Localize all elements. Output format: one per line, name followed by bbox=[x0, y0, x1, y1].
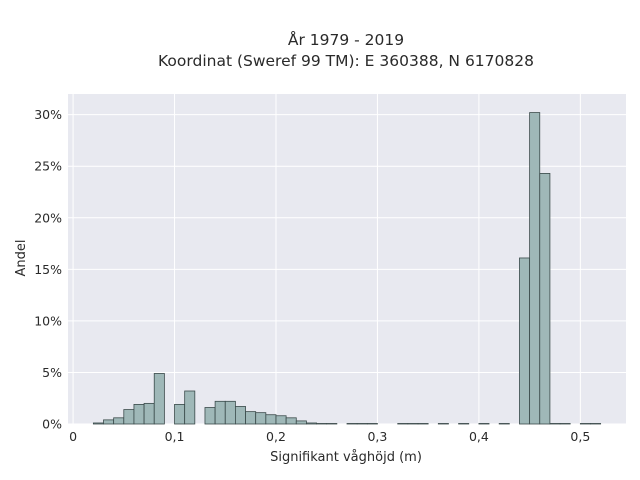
grid-lines bbox=[68, 94, 626, 425]
histogram-bar bbox=[92, 422, 104, 425]
x-axis-label: Signifikant våghöjd (m) bbox=[270, 450, 422, 465]
x-tick-label: 0,2 bbox=[266, 429, 286, 444]
histogram-bar bbox=[458, 423, 470, 425]
histogram-bar bbox=[103, 419, 115, 425]
x-axis-ticks: 0 0,1 0,2 0,3 0,4 0,5 bbox=[69, 429, 590, 444]
histogram-bar bbox=[498, 423, 510, 425]
histogram-bar bbox=[397, 423, 409, 425]
histogram-bar bbox=[255, 412, 267, 425]
histogram-bar bbox=[519, 257, 531, 425]
histogram-bar bbox=[306, 422, 317, 425]
histogram-bar bbox=[204, 407, 216, 425]
y-tick-label: 25% bbox=[34, 159, 62, 174]
histogram-bar bbox=[285, 417, 297, 425]
y-tick-label: 30% bbox=[34, 107, 62, 122]
histogram-bar bbox=[184, 390, 196, 425]
y-tick-label: 15% bbox=[34, 262, 62, 277]
x-tick-label: 0 bbox=[69, 429, 77, 444]
x-tick-label: 0,1 bbox=[165, 429, 185, 444]
histogram-bars bbox=[92, 112, 602, 425]
histogram-bar bbox=[417, 423, 429, 425]
histogram-bar bbox=[549, 423, 561, 425]
histogram-bar bbox=[234, 406, 246, 425]
histogram-bar bbox=[123, 409, 135, 425]
histogram-bar bbox=[153, 373, 165, 425]
histogram-bar bbox=[245, 411, 257, 425]
histogram-bar bbox=[265, 414, 277, 425]
histogram-bar bbox=[326, 423, 338, 425]
histogram-bar bbox=[133, 404, 145, 425]
histogram-bar bbox=[295, 420, 307, 425]
histogram-bar bbox=[356, 423, 368, 425]
histogram-bar bbox=[579, 423, 591, 425]
chart-title-line-2: Koordinat (Sweref 99 TM): E 360388, N 61… bbox=[158, 52, 534, 70]
histogram-bar bbox=[539, 173, 551, 425]
histogram-bar bbox=[407, 423, 419, 425]
x-tick-label: 0,3 bbox=[367, 429, 387, 444]
chart-title-line-1: År 1979 - 2019 bbox=[288, 30, 404, 49]
histogram-bar bbox=[559, 423, 571, 425]
histogram-bar bbox=[346, 423, 358, 425]
histogram-bar bbox=[174, 404, 186, 425]
y-tick-label: 10% bbox=[34, 313, 62, 328]
y-tick-label: 20% bbox=[34, 210, 62, 225]
histogram-bar bbox=[316, 423, 328, 425]
y-axis-label: Andel bbox=[14, 240, 29, 277]
histogram-bar bbox=[224, 400, 236, 425]
x-tick-label: 0,4 bbox=[469, 429, 489, 444]
histogram-bar bbox=[113, 417, 125, 425]
histogram-bar bbox=[143, 402, 155, 425]
histogram-bar bbox=[529, 112, 541, 425]
histogram-bar bbox=[590, 423, 602, 425]
histogram-bar bbox=[437, 423, 449, 425]
y-tick-label: 5% bbox=[42, 365, 62, 380]
histogram-bar bbox=[275, 415, 287, 425]
histogram-bar bbox=[366, 423, 378, 425]
y-tick-label: 0% bbox=[42, 417, 62, 432]
histogram-bar bbox=[478, 423, 490, 425]
histogram-bar bbox=[214, 400, 226, 425]
x-tick-label: 0,5 bbox=[570, 429, 590, 444]
y-axis-ticks: 0% 5% 10% 15% 20% 25% 30% bbox=[34, 107, 62, 431]
